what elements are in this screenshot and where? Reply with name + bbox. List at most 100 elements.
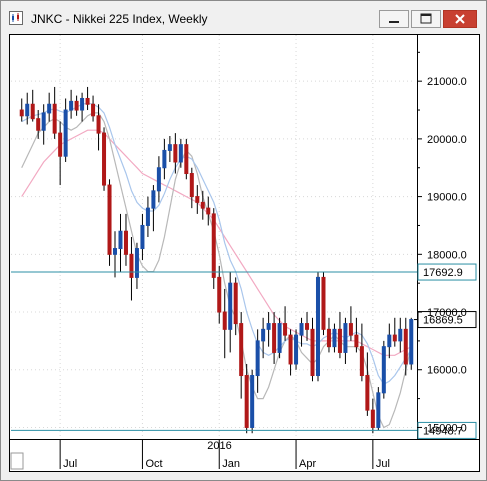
candle-body: [145, 207, 150, 226]
y-tick-label: 17000.0: [427, 307, 467, 319]
candle-body: [217, 276, 222, 313]
candle-body: [250, 375, 255, 428]
last-price-label: 16869.5: [423, 315, 463, 327]
y-tick-label: 18000.0: [427, 249, 467, 261]
candle-body: [140, 224, 145, 250]
candle-body: [233, 282, 238, 325]
hline-label: 17692.9: [423, 267, 463, 279]
candle-body: [337, 328, 342, 353]
window-title: JNKC - Nikkei 225 Index, Weekly: [31, 12, 208, 26]
candle-body: [299, 323, 304, 336]
hline-label-box: [417, 421, 477, 439]
candle-body: [266, 323, 271, 330]
candle-body: [41, 112, 46, 131]
candle-body: [102, 132, 107, 186]
candle-body: [129, 253, 134, 278]
candle-body: [239, 323, 244, 377]
candle-body: [63, 109, 68, 157]
candle-body: [189, 173, 194, 198]
x-tick-label: Jan: [222, 458, 240, 470]
title-bar[interactable]: JNKC - Nikkei 225 Index, Weekly: [1, 1, 486, 34]
candle-body: [315, 276, 321, 377]
candle-body: [36, 118, 41, 131]
candle-body: [25, 103, 30, 117]
candle-body: [47, 103, 52, 114]
time-axis: [9, 439, 480, 472]
candle-body: [211, 213, 216, 278]
candle-body: [69, 100, 74, 111]
candle-body: [365, 375, 370, 411]
candle-body: [58, 132, 63, 157]
candle-body: [255, 340, 260, 377]
candle-body: [74, 100, 79, 111]
y-tick-label: 20000.0: [427, 134, 467, 146]
x-tick-label: Jul: [63, 458, 77, 470]
y-tick-label: 16000.0: [427, 365, 467, 377]
candle-body: [85, 97, 90, 105]
scroll-handle[interactable]: [10, 452, 24, 470]
y-tick-label: 15000.0: [427, 422, 467, 434]
close-icon: [455, 14, 465, 24]
candle-body: [173, 144, 178, 163]
candle-body: [178, 144, 183, 163]
x-tick-label: Apr: [299, 458, 316, 470]
candle-body: [107, 184, 112, 255]
candle-body: [112, 248, 118, 255]
candle-body: [96, 115, 101, 134]
minimize-icon: [389, 21, 399, 23]
y-tick-label: 19000.0: [427, 192, 467, 204]
grid-layer: [11, 35, 414, 439]
candle-body: [261, 328, 266, 342]
candle-body: [370, 409, 375, 428]
candle-body: [151, 190, 156, 209]
candle-body: [387, 334, 392, 348]
minimize-button[interactable]: [379, 10, 409, 28]
candle-body: [123, 230, 128, 255]
candle-body: [228, 282, 233, 330]
candle-body: [167, 144, 172, 151]
candle-body: [321, 276, 326, 330]
x-tick-label: Jul: [376, 458, 390, 470]
candle-body: [200, 201, 205, 209]
year-label: 2016: [207, 440, 231, 452]
restore-icon: [420, 13, 432, 24]
candle-body: [19, 109, 24, 117]
restore-button[interactable]: [411, 10, 441, 28]
chart-area[interactable]: 17692.9 14948.7 16869.5 21000.0 20000.0 1900…: [9, 34, 481, 473]
candle-body: [184, 144, 189, 175]
horizontal-lines-layer[interactable]: 17692.9 14948.7 16869.5: [11, 263, 477, 439]
candle-body: [30, 103, 35, 120]
candle-body: [52, 103, 57, 134]
candle-body: [283, 323, 288, 336]
hline-label: 14948.7: [423, 425, 463, 437]
candle-body: [359, 346, 364, 377]
x-tick-label: Oct: [145, 458, 162, 470]
candle-body: [80, 97, 85, 111]
candle-body: [354, 334, 359, 348]
candle-body: [244, 375, 249, 428]
candle-body: [277, 323, 282, 353]
candle-body: [272, 323, 277, 353]
candle-body: [348, 323, 353, 336]
candle-body: [403, 328, 408, 365]
candle-body: [310, 328, 315, 377]
candle-body: [156, 167, 161, 192]
candle-body: [118, 230, 123, 250]
candle-body: [222, 311, 227, 330]
candle-body: [398, 328, 403, 342]
candle-body: [326, 328, 331, 348]
candle-body: [162, 149, 167, 169]
candle-body: [288, 334, 293, 365]
y-tick-label: 21000.0: [427, 76, 467, 88]
candle-body: [381, 346, 386, 394]
candle-body: [305, 323, 310, 330]
candle-body: [409, 319, 414, 365]
candlestick-chart[interactable]: 17692.9 14948.7 16869.5 21000.0 20000.0 1900…: [9, 34, 481, 473]
candle-body: [392, 334, 397, 342]
candle-body: [134, 248, 139, 278]
candles-layer: [19, 86, 414, 434]
hline-label-box: [417, 263, 477, 281]
close-button[interactable]: [443, 10, 477, 28]
candle-body: [195, 196, 200, 203]
